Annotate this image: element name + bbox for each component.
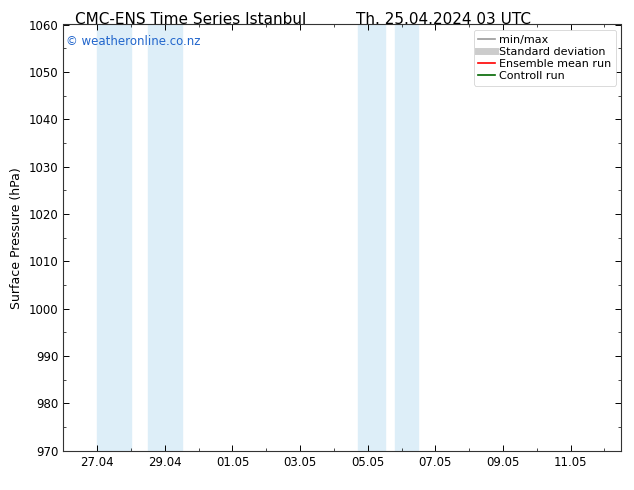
Bar (395, 24, 418, 451)
Bar (358, 24, 385, 451)
Text: © weatheronline.co.nz: © weatheronline.co.nz (66, 35, 201, 48)
Text: Th. 25.04.2024 03 UTC: Th. 25.04.2024 03 UTC (356, 12, 531, 27)
Legend: min/max, Standard deviation, Ensemble mean run, Controll run: min/max, Standard deviation, Ensemble me… (474, 30, 616, 86)
Text: CMC-ENS Time Series Istanbul: CMC-ENS Time Series Istanbul (75, 12, 306, 27)
Y-axis label: Surface Pressure (hPa): Surface Pressure (hPa) (10, 167, 23, 309)
Bar (148, 24, 182, 451)
Bar (97, 24, 131, 451)
